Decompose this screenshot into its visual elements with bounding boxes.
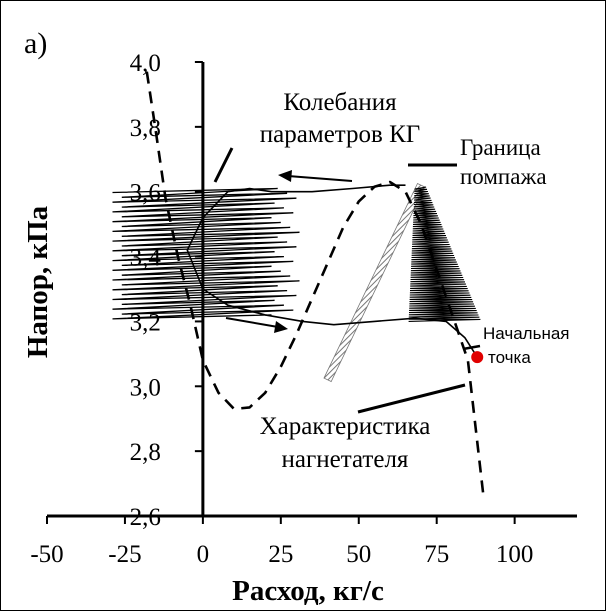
spiral-oscillations xyxy=(408,186,481,322)
start-annotation-line1: Начальная xyxy=(483,324,570,343)
surge-annotation-line1: Граница xyxy=(460,135,541,160)
surge-boundary-band xyxy=(323,182,426,383)
compressor-characteristic-line xyxy=(145,71,485,497)
x-tick-label: 75 xyxy=(424,541,449,568)
oscillations-leader xyxy=(213,147,234,183)
x-tick-label: -25 xyxy=(108,541,141,568)
y-tick-label: 4,0 xyxy=(130,50,161,77)
surge-annotation-line2: помпажа xyxy=(460,164,547,189)
top-arrow xyxy=(278,170,353,182)
curve-annotation-line1: Характеристика xyxy=(260,413,431,440)
y-tick-label: 3,8 xyxy=(130,115,161,142)
panel-label: а) xyxy=(24,27,47,60)
y-tick-label: 3,0 xyxy=(130,374,161,401)
curve-annotation-line2: нагнетателя xyxy=(282,446,409,473)
start-annotation-line2: точка xyxy=(488,348,531,367)
x-axis-title: Расход, кг/с xyxy=(232,575,384,607)
oscillation-loops xyxy=(112,187,300,320)
y-axis-title: Напор, кПа xyxy=(22,205,54,358)
y-tick-label: 2,8 xyxy=(130,439,161,466)
curve-leader xyxy=(357,383,466,414)
x-tick-label: -50 xyxy=(30,541,63,568)
x-tick-label: 25 xyxy=(268,541,293,568)
x-tick-label: 50 xyxy=(346,541,371,568)
start-leader xyxy=(462,344,481,351)
x-tick-label: 0 xyxy=(197,541,210,568)
oscillations-annotation-line1: Колебания xyxy=(283,89,397,116)
bottom-arrow xyxy=(225,317,288,333)
y-tick-label: 3,2 xyxy=(130,309,161,336)
oscillations-annotation-line2: параметров КГ xyxy=(260,121,420,148)
y-tick-label: 2,6 xyxy=(130,504,161,531)
x-tick-label: 100 xyxy=(496,541,534,568)
y-tick-label: 3,6 xyxy=(130,180,161,207)
start-point-marker xyxy=(471,351,484,364)
y-tick-label: 3,4 xyxy=(130,245,162,272)
